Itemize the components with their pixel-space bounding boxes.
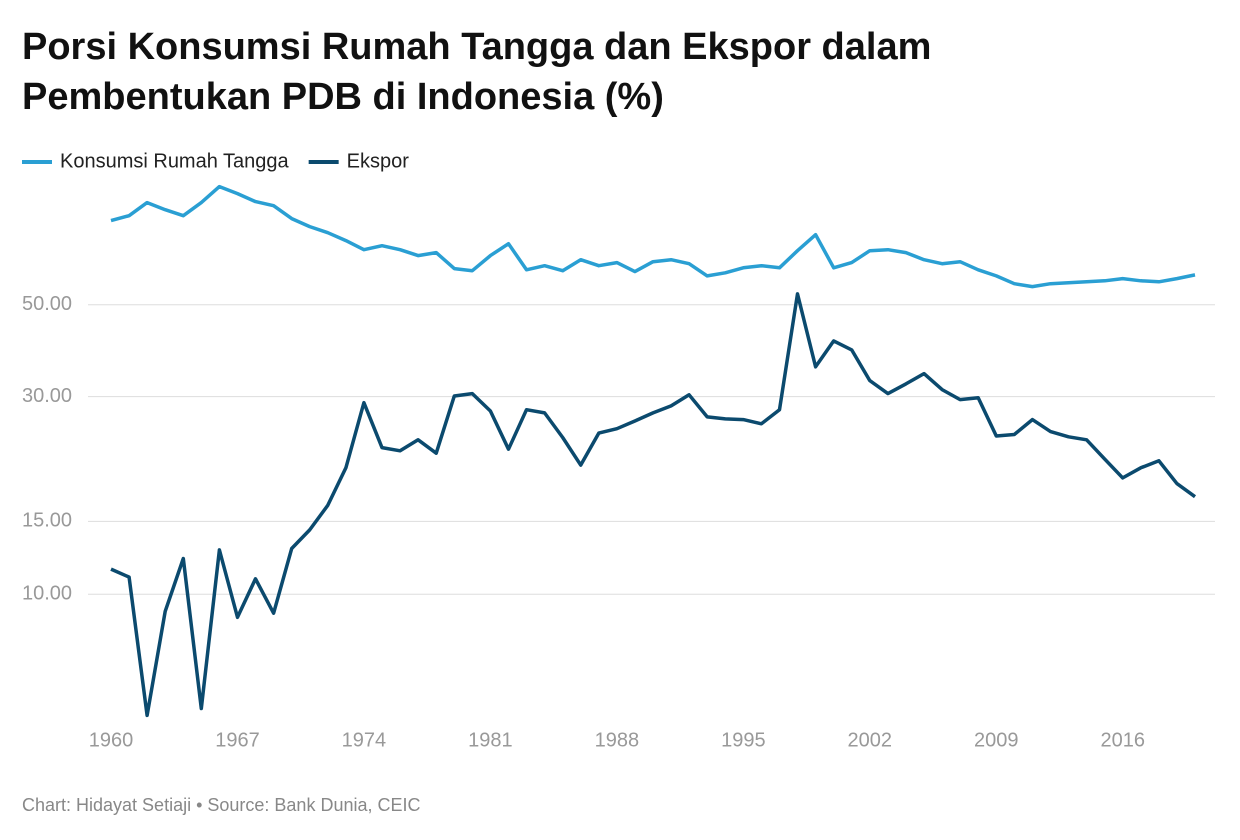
chart-title: Porsi Konsumsi Rumah Tangga dan Ekspor d… xyxy=(22,26,932,118)
x-tick-label: 2016 xyxy=(1100,729,1145,751)
source: Chart: Hidayat Setiaji • Source: Bank Du… xyxy=(22,795,420,815)
x-tick-label: 1988 xyxy=(595,729,640,751)
line-series xyxy=(110,292,1197,718)
x-tick-label: 2009 xyxy=(974,729,1019,751)
x-tick-label: 2002 xyxy=(848,729,893,751)
x-tick-label: 1960 xyxy=(89,729,134,751)
legend-label: Konsumsi Rumah Tangga xyxy=(60,150,290,172)
line-series xyxy=(110,184,1196,289)
y-tick-label: 50.00 xyxy=(22,293,72,315)
x-tick-label: 1981 xyxy=(468,729,513,751)
y-tick-label: 15.00 xyxy=(22,510,72,532)
x-tick-label: 1967 xyxy=(215,729,260,751)
y-tick-label: 10.00 xyxy=(22,583,72,605)
legend-label: Ekspor xyxy=(347,150,410,172)
y-tick-label: 30.00 xyxy=(22,385,72,407)
x-tick-label: 1974 xyxy=(342,729,387,751)
x-tick-label: 1995 xyxy=(721,729,766,751)
